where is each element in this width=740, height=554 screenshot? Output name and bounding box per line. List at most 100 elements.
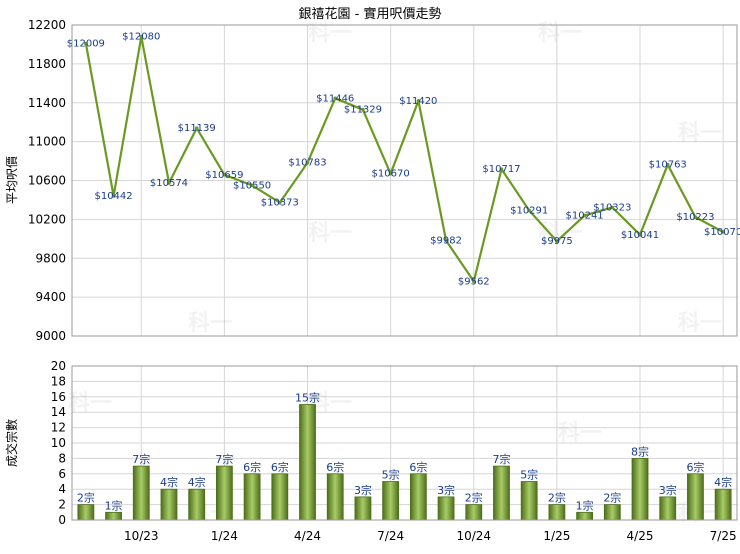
price-point-label: $10070	[704, 227, 740, 238]
count-bar-label: 3宗	[437, 483, 455, 497]
price-axis-title: 平均呎價	[5, 156, 19, 204]
watermark: 科一	[188, 311, 232, 336]
price-point-label: $12009	[67, 39, 105, 50]
price-point-label: $10659	[205, 170, 243, 181]
watermark: 科一	[308, 221, 352, 246]
count-tick-label: 10	[51, 436, 66, 450]
x-tick-label: 7/24	[377, 529, 404, 543]
watermark: 科一	[558, 421, 602, 446]
count-bar	[354, 496, 372, 521]
count-tick-label: 16	[51, 390, 66, 404]
price-point-label: $10041	[621, 230, 659, 241]
price-point	[527, 208, 531, 213]
count-bar	[77, 504, 95, 521]
price-tick-label: 9400	[35, 290, 66, 304]
price-tick-label: 10200	[28, 212, 66, 226]
watermark: 科一	[68, 391, 112, 416]
price-point	[444, 238, 448, 243]
count-bar	[299, 404, 316, 521]
count-tick-label: 2	[58, 498, 66, 512]
count-bar-label: 4宗	[714, 475, 732, 489]
price-point	[222, 172, 227, 177]
price-point-label: $10574	[150, 178, 188, 189]
x-tick-label: 4/25	[627, 529, 654, 543]
count-bar	[520, 481, 538, 521]
count-bar-label: 6宗	[686, 460, 704, 474]
count-tick-label: 18	[51, 374, 66, 388]
chart-title: 銀禧花園 - 實用呎價走勢	[299, 6, 442, 22]
count-bar	[603, 504, 621, 521]
count-bar	[714, 488, 732, 521]
count-bar	[465, 504, 483, 521]
price-point	[139, 34, 144, 39]
price-point-label: $10550	[233, 180, 271, 191]
price-line	[84, 35, 724, 283]
price-tick-label: 12200	[28, 18, 66, 32]
price-point	[194, 126, 199, 130]
count-bar-label: 2宗	[77, 491, 95, 505]
price-point-label: $10291	[510, 206, 548, 217]
watermark: 科一	[678, 121, 722, 146]
price-point-label: $9562	[458, 276, 490, 287]
count-bar-label: 6宗	[243, 460, 261, 474]
count-bar	[132, 465, 150, 521]
count-bar-label: 15宗	[295, 391, 320, 405]
count-bar	[188, 488, 206, 521]
price-plot-frame	[71, 24, 738, 337]
price-point-label: $10241	[566, 210, 604, 221]
price-point-label: $10223	[676, 212, 714, 223]
count-bar	[243, 473, 261, 521]
count-bar-label: 2宗	[603, 491, 621, 505]
count-bar-label: 6宗	[326, 460, 344, 474]
price-tick-label: 11800	[28, 57, 66, 71]
count-bar	[631, 457, 649, 521]
count-axis-title: 成交宗數	[4, 419, 19, 467]
price-point-label: $10670	[372, 169, 410, 180]
count-bar	[160, 488, 178, 521]
count-bar-label: 2宗	[465, 491, 483, 505]
count-bar	[687, 473, 704, 521]
count-tick-label: 8	[58, 451, 66, 465]
price-point-label: $10717	[482, 164, 520, 175]
price-point	[721, 230, 725, 234]
price-point	[250, 183, 254, 188]
count-bar-label: 3宗	[659, 483, 677, 497]
count-tick-label: 12	[51, 421, 66, 435]
count-bar-label: 1宗	[576, 498, 594, 512]
count-tick-label: 14	[51, 405, 66, 419]
count-bar-label: 3宗	[354, 483, 372, 497]
count-bar-label: 6宗	[409, 460, 427, 474]
price-point	[167, 181, 171, 185]
price-tick-label: 10600	[28, 174, 66, 188]
count-bar	[215, 465, 233, 521]
count-bar	[105, 511, 122, 521]
x-tick-label: 10/24	[456, 529, 491, 543]
count-bar	[437, 496, 455, 521]
price-point	[111, 194, 116, 198]
price-tick-label: 11000	[28, 135, 66, 149]
price-point	[582, 213, 587, 218]
count-bar	[326, 473, 344, 521]
count-bar-label: 1宗	[105, 498, 123, 512]
price-tick-label: 9000	[35, 329, 66, 343]
x-tick-label: 10/23	[124, 529, 159, 543]
price-point	[305, 160, 310, 165]
count-bar-label: 6宗	[271, 460, 289, 474]
x-tick-label: 4/24	[294, 529, 321, 543]
count-tick-label: 4	[58, 482, 66, 496]
count-bar-label: 4宗	[188, 475, 206, 489]
price-point	[693, 215, 698, 219]
price-point-label: $11329	[344, 105, 382, 116]
price-tick-label: 11400	[28, 96, 66, 110]
count-bar-label: 5宗	[520, 468, 538, 482]
price-point-label: $10763	[649, 160, 687, 171]
price-point	[361, 107, 365, 112]
count-bar-label: 4宗	[160, 475, 178, 489]
price-point	[388, 171, 393, 176]
count-bar	[548, 504, 566, 521]
count-plot-frame	[71, 365, 738, 521]
watermark: 科一	[678, 311, 722, 336]
price-point-label: $12080	[122, 32, 160, 43]
